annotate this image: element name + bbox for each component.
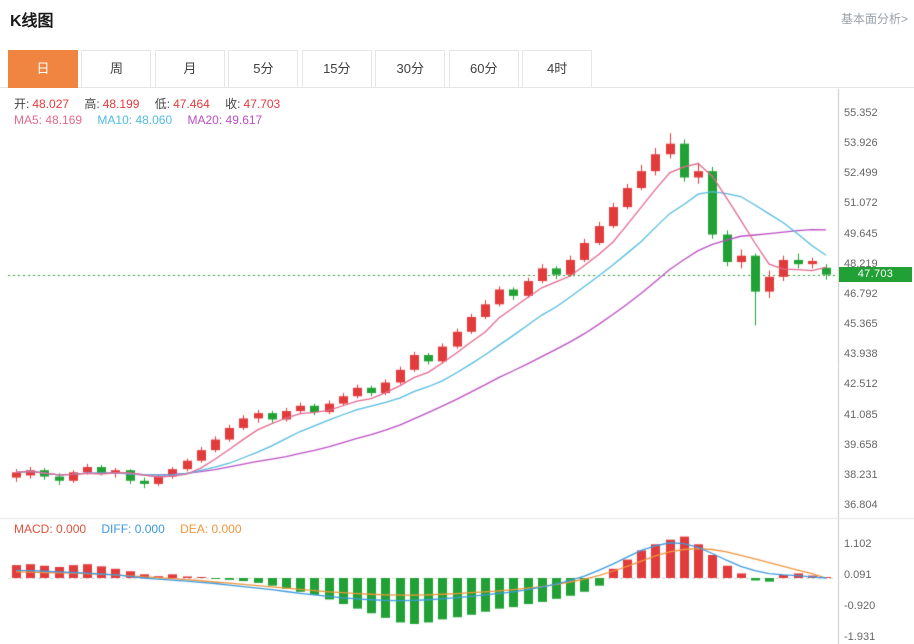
macd-axis-label: 1.102: [844, 538, 872, 551]
ma-legend: MA5: 48.169 MA10: 48.060 MA20: 49.617: [14, 113, 262, 127]
macd-value: 0.000: [56, 522, 87, 536]
ohlc-legend: 开: 48.027 高: 48.199 低: 47.464 收: 47.703: [14, 95, 280, 112]
dea-value: 0.000: [211, 522, 242, 536]
current-price-badge: 47.703: [839, 267, 912, 282]
price-axis-label: 36.804: [844, 499, 878, 511]
page-title: K线图: [10, 13, 54, 30]
price-axis-label: 53.926: [844, 137, 878, 150]
fundamental-analysis-link[interactable]: 基本面分析>: [840, 12, 908, 26]
tab-5min[interactable]: 5分: [228, 50, 299, 88]
price-axis-label: 38.231: [844, 468, 878, 481]
tab-week[interactable]: 周: [81, 50, 152, 88]
timeframe-tab-bar: 日 周 月 5分 15分 30分 60分 4时: [0, 50, 914, 88]
price-axis-label: 48.219: [844, 257, 878, 270]
ma10-label: MA10:: [97, 113, 133, 127]
price-axis-label: 39.658: [844, 438, 878, 451]
diff-label: DIFF:: [101, 522, 132, 536]
ma20-label: MA20:: [187, 113, 223, 127]
macd-axis-label: -0.920: [844, 600, 876, 613]
macd-axis-label: 0.091: [844, 569, 872, 582]
price-axis-label: 51.072: [844, 197, 878, 210]
price-axis-label: 41.085: [844, 408, 878, 421]
price-axis-label: 43.938: [844, 348, 878, 361]
macd-axis-label: -1.931: [844, 631, 876, 644]
tab-15min[interactable]: 15分: [301, 50, 372, 88]
price-axis-label: 42.512: [844, 378, 878, 391]
ma5-value: 48.169: [45, 113, 83, 127]
tab-60min[interactable]: 60分: [448, 50, 519, 88]
macd-axis: 1.102 0.091 -0.920 -1.931: [844, 0, 912, 644]
price-axis-label: 55.352: [844, 107, 878, 119]
high-label: 高:: [84, 97, 100, 111]
open-label: 开:: [14, 97, 30, 111]
close-label: 收:: [225, 97, 241, 111]
low-value: 47.464: [173, 97, 210, 111]
ma10-value: 48.060: [135, 113, 173, 127]
macd-legend: MACD: 0.000 DIFF: 0.000 DEA: 0.000: [14, 522, 242, 536]
low-label: 低:: [154, 97, 171, 111]
diff-value: 0.000: [134, 522, 165, 536]
tab-month[interactable]: 月: [154, 50, 225, 88]
price-axis-label: 52.499: [844, 167, 878, 180]
dea-label: DEA:: [180, 522, 209, 536]
price-axis-label: 49.645: [844, 227, 878, 240]
ma5-label: MA5:: [14, 113, 43, 127]
ma20-value: 49.617: [225, 113, 263, 127]
price-axis-label: 46.792: [844, 287, 878, 300]
macd-label: MACD:: [14, 522, 53, 536]
tab-30min[interactable]: 30分: [375, 50, 446, 88]
high-value: 48.199: [102, 97, 140, 111]
price-axis: 55.352 53.926 52.499 51.072 49.645 48.219 46.7…: [844, 0, 912, 644]
tab-day[interactable]: 日: [8, 50, 78, 88]
tab-4hour[interactable]: 4时: [522, 50, 593, 88]
price-axis-label: 45.365: [844, 318, 878, 331]
close-value: 47.703: [243, 97, 281, 111]
page-header: K线图 基本面分析>: [0, 0, 914, 50]
open-value: 48.027: [32, 97, 70, 111]
